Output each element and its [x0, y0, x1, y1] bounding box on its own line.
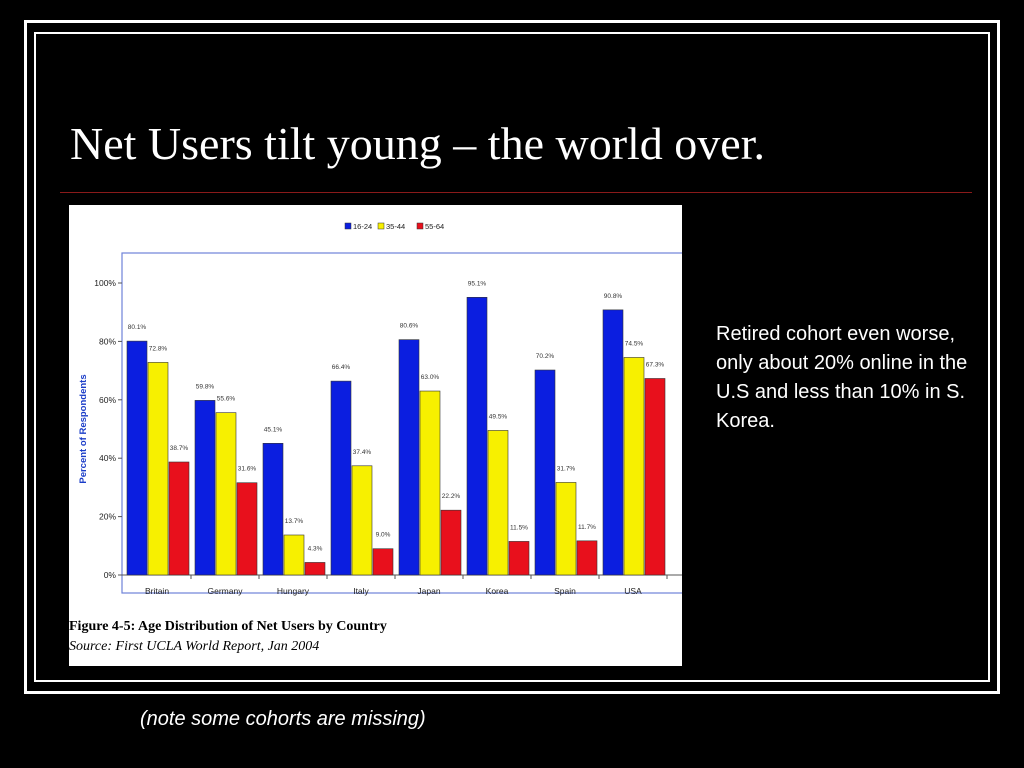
- x-tick-label: Hungary: [277, 586, 310, 596]
- data-label: 49.5%: [489, 413, 508, 420]
- data-label: 63.0%: [421, 374, 440, 381]
- legend-swatch: [344, 222, 352, 230]
- bar-chart: 0% 20% 40% 60% 80% 100% Percent of Respondents…: [78, 222, 682, 596]
- bar-55-64-britain: [168, 461, 190, 576]
- bar-16-24-britain: [126, 340, 148, 576]
- data-label: 45.1%: [264, 426, 283, 433]
- bar-35-44-germany: [215, 412, 237, 576]
- y-axis-label: Percent of Respondents: [78, 374, 89, 483]
- data-label: 90.8%: [604, 293, 623, 300]
- bar-16-24-japan: [398, 339, 420, 576]
- data-label: 72.8%: [149, 345, 168, 352]
- bar-55-64-spain: [576, 540, 598, 576]
- data-label: 80.6%: [400, 323, 419, 330]
- y-tick-label: 20%: [99, 512, 116, 522]
- legend-label: 16-24: [353, 222, 372, 231]
- y-tick-label: 60%: [99, 395, 116, 405]
- data-label: 59.8%: [196, 383, 215, 390]
- bar-16-24-hungary: [262, 443, 284, 576]
- x-tick-label: USA: [624, 586, 642, 596]
- x-tick-label: Spain: [554, 586, 576, 596]
- bar-16-24-usa: [602, 309, 624, 576]
- slide-title: Net Users tilt young – the world over.: [70, 118, 766, 169]
- x-tick-label: Korea: [486, 586, 509, 596]
- legend-swatch: [377, 222, 385, 230]
- bar-35-44-spain: [555, 482, 577, 576]
- legend-swatch: [416, 222, 424, 230]
- y-tick-label: 0%: [104, 570, 117, 580]
- bar-35-44-korea: [487, 430, 509, 576]
- data-label: 31.7%: [557, 465, 576, 472]
- figure-caption: Figure 4-5: Age Distribution of Net User…: [69, 619, 387, 634]
- data-label: 4.3%: [308, 545, 323, 552]
- data-label: 74.5%: [625, 340, 644, 347]
- bar-55-64-hungary: [304, 562, 326, 576]
- bar-16-24-italy: [330, 380, 352, 576]
- legend-label: 55-64: [425, 222, 444, 231]
- y-tick-label: 40%: [99, 453, 116, 463]
- bar-35-44-britain: [147, 362, 169, 576]
- x-tick-label: Britain: [145, 586, 169, 596]
- plot-frame: [121, 252, 682, 594]
- data-label: 22.2%: [442, 493, 461, 500]
- bar-55-64-usa: [644, 378, 666, 576]
- bar-16-24-korea: [466, 297, 488, 576]
- data-label: 66.4%: [332, 364, 351, 371]
- slide-inner-frame: [34, 32, 990, 682]
- data-label: 95.1%: [468, 280, 487, 287]
- data-label: 67.3%: [646, 361, 665, 368]
- bar-35-44-hungary: [283, 534, 305, 576]
- data-label: 13.7%: [285, 518, 304, 525]
- figure-source: Source: First UCLA World Report, Jan 200…: [69, 639, 320, 654]
- bar-16-24-spain: [534, 369, 556, 576]
- data-label: 37.4%: [353, 449, 372, 456]
- title-divider: [60, 192, 972, 193]
- x-tick-label: Japan: [417, 586, 440, 596]
- data-label: 38.7%: [170, 445, 189, 452]
- data-label: 55.6%: [217, 396, 236, 403]
- data-label: 11.7%: [578, 524, 596, 531]
- bar-35-44-usa: [623, 357, 645, 576]
- data-label: 80.1%: [128, 324, 147, 331]
- slide-outer-frame: [24, 20, 1000, 694]
- bar-16-24-germany: [194, 400, 216, 576]
- footnote: (note some cohorts are missing): [140, 708, 426, 730]
- bar-35-44-japan: [419, 390, 441, 576]
- data-label: 31.6%: [238, 466, 257, 473]
- data-label: 70.2%: [536, 353, 555, 360]
- x-tick-label: Italy: [353, 586, 369, 596]
- y-tick-label: 80%: [99, 336, 116, 346]
- x-tick-label: Germany: [208, 586, 244, 596]
- data-label: 9.0%: [376, 532, 391, 539]
- bar-55-64-italy: [372, 548, 394, 576]
- data-label: 11.5%: [510, 524, 528, 531]
- bar-55-64-japan: [440, 509, 462, 576]
- chart-panel: 0% 20% 40% 60% 80% 100% Percent of Respondents…: [69, 205, 682, 666]
- side-note: Retired cohort even worse, only about 20…: [716, 323, 968, 432]
- bar-55-64-germany: [236, 482, 258, 576]
- bar-35-44-italy: [351, 465, 373, 576]
- legend-label: 35-44: [386, 222, 405, 231]
- bar-55-64-korea: [508, 541, 530, 576]
- y-tick-label: 100%: [94, 278, 116, 288]
